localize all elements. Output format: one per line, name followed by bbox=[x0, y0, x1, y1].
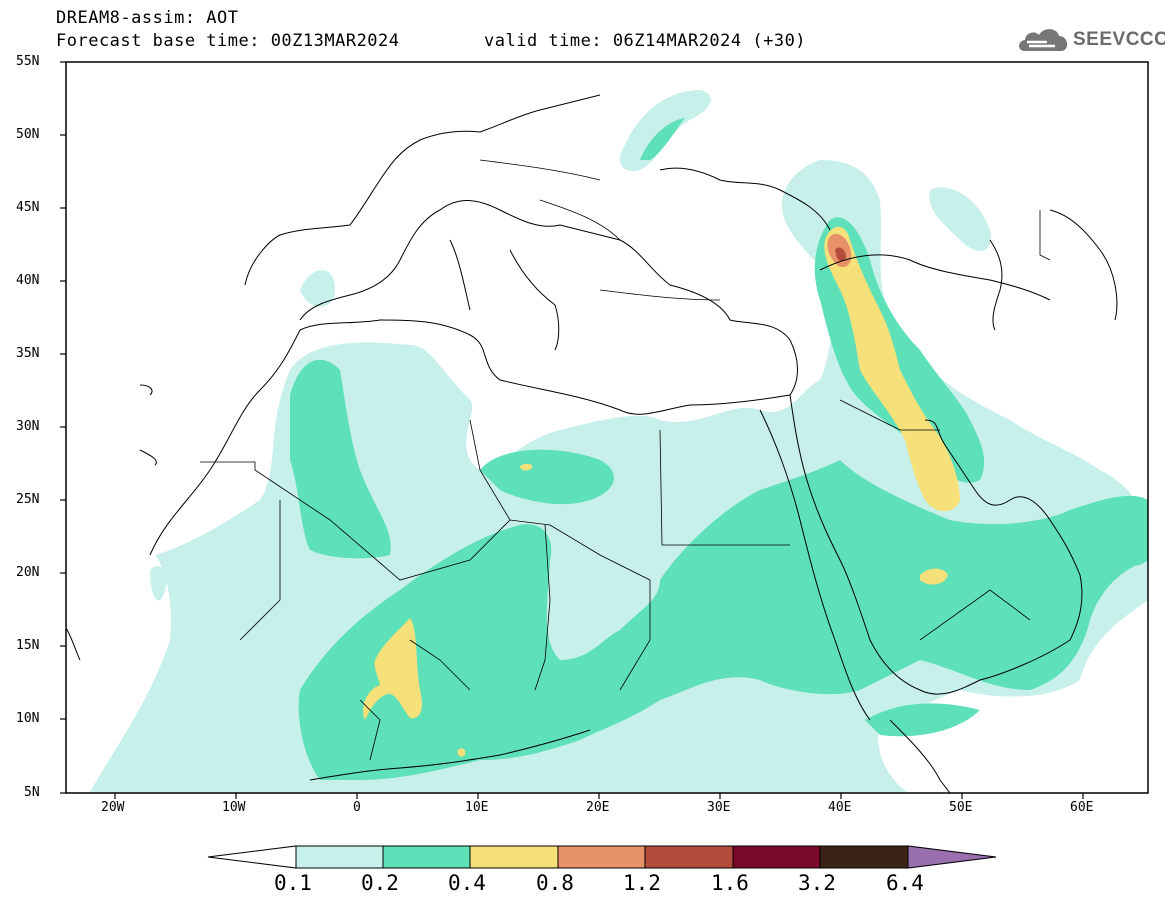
axis-ticks bbox=[60, 61, 1084, 799]
colorbar-label: 0.8 bbox=[536, 871, 574, 895]
colorbar bbox=[207, 845, 997, 869]
lat-label: 45N bbox=[16, 200, 40, 215]
lon-label: 20W bbox=[101, 800, 125, 815]
aot-field bbox=[66, 90, 1148, 793]
lat-label: 50N bbox=[16, 127, 40, 142]
lat-label: 5N bbox=[24, 785, 40, 800]
lon-label: 50E bbox=[949, 800, 973, 815]
lon-label: 20E bbox=[586, 800, 610, 815]
lat-label: 55N bbox=[16, 54, 40, 69]
seevccc-logo: SEEVCCC bbox=[1017, 25, 1165, 55]
lon-label: 10E bbox=[465, 800, 489, 815]
lat-label: 25N bbox=[16, 492, 40, 507]
colorbar-label: 0.1 bbox=[274, 871, 312, 895]
colorbar-label: 0.2 bbox=[361, 871, 399, 895]
colorbar-label: 3.2 bbox=[798, 871, 836, 895]
lat-label: 40N bbox=[16, 273, 40, 288]
valid-time: valid time: 06Z14MAR2024 (+30) bbox=[484, 31, 807, 51]
colorbar-bin-3 bbox=[469, 845, 559, 869]
colorbar-bin-2 bbox=[382, 845, 471, 869]
lat-label: 20N bbox=[16, 565, 40, 580]
forecast-base-time: Forecast base time: 00Z13MAR2024 bbox=[56, 31, 400, 51]
lon-label: 0 bbox=[353, 800, 361, 815]
product-title: DREAM8-assim: AOT bbox=[56, 8, 239, 28]
coastlines bbox=[66, 94, 1118, 793]
colorbar-over-arrow bbox=[907, 845, 997, 869]
lat-label: 30N bbox=[16, 419, 40, 434]
lon-label: 60E bbox=[1070, 800, 1094, 815]
aot-band-1.2-1.6 bbox=[835, 247, 846, 262]
lon-label: 40E bbox=[828, 800, 852, 815]
colorbar-under-arrow bbox=[207, 845, 297, 869]
colorbar-bin-1 bbox=[295, 845, 384, 869]
colorbar-label: 1.2 bbox=[623, 871, 661, 895]
logo-text: SEEVCCC bbox=[1073, 29, 1165, 50]
colorbar-label: 0.4 bbox=[448, 871, 486, 895]
lat-label: 15N bbox=[16, 638, 40, 653]
colorbar-bin-6 bbox=[732, 845, 821, 869]
colorbar-label: 1.6 bbox=[711, 871, 749, 895]
cloud-icon bbox=[1019, 29, 1068, 51]
aot-band-0.4-0.8 bbox=[363, 226, 960, 757]
colorbar-bin-7 bbox=[819, 845, 909, 869]
country-borders bbox=[200, 159, 1051, 761]
lon-label: 10W bbox=[222, 800, 246, 815]
lat-label: 10N bbox=[16, 711, 40, 726]
colorbar-bin-5 bbox=[644, 845, 734, 869]
colorbar-label: 6.4 bbox=[886, 871, 924, 895]
lat-label: 35N bbox=[16, 346, 40, 361]
lon-label: 30E bbox=[707, 800, 731, 815]
colorbar-bin-4 bbox=[557, 845, 646, 869]
